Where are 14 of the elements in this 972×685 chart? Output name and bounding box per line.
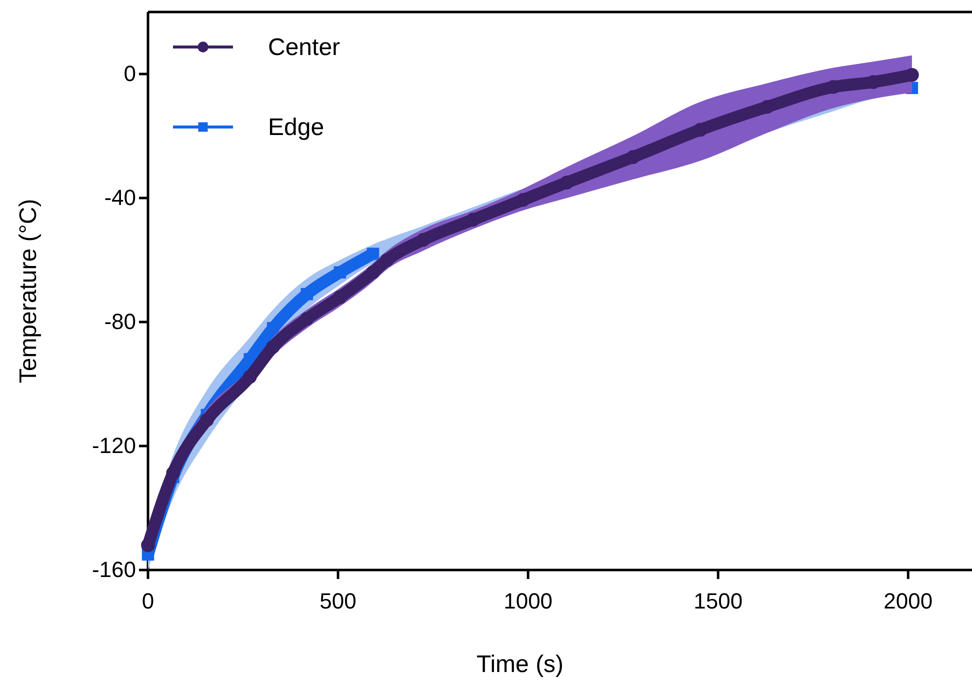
x-axis-title: Time (s) — [476, 651, 564, 678]
y-tick-label: -120 — [92, 433, 136, 458]
x-tick-label: 1500 — [694, 588, 743, 614]
y-axis-title: Temperature (°C) — [15, 198, 42, 384]
legend-label: Edge — [268, 114, 324, 141]
y-tick-label: -40 — [104, 185, 136, 210]
x-tick-label: 500 — [320, 588, 356, 614]
y-tick-label: -80 — [104, 309, 136, 334]
x-tick-label: 2000 — [884, 588, 933, 614]
y-tick-label: -160 — [92, 557, 136, 582]
legend-label: Center — [268, 34, 340, 61]
y-tick-label: 0 — [124, 61, 136, 86]
x-tick-label: 0 — [142, 588, 154, 614]
x-tick-label: 1000 — [504, 588, 553, 614]
